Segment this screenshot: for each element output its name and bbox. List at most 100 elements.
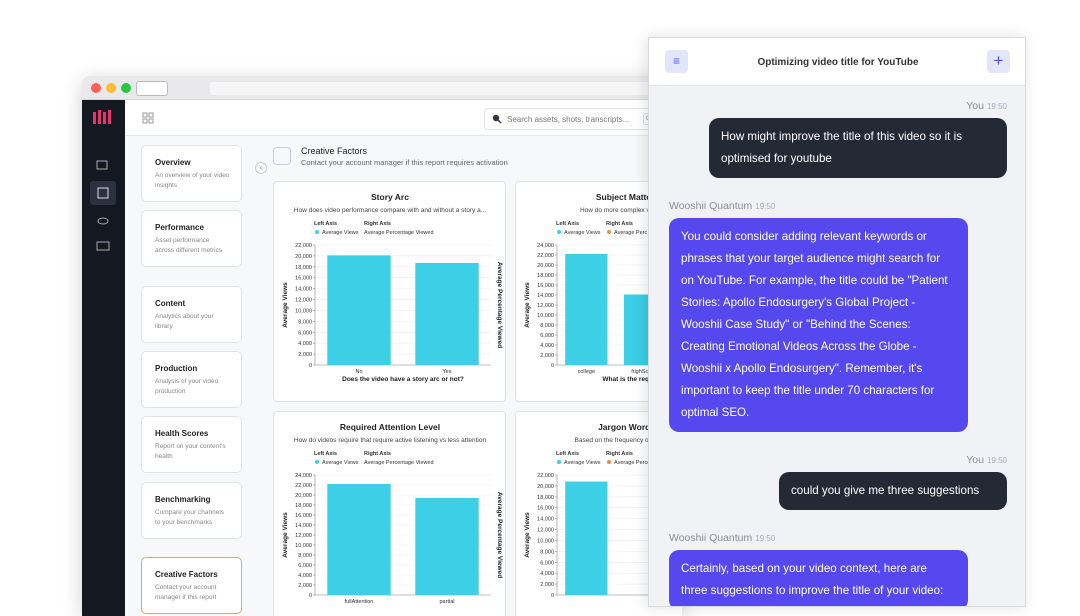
chart: Jargon Word Fre Based on the frequency of… [524,422,682,599]
legend-label: Average Perce [614,460,650,466]
x-tick-label: highSchool [631,369,658,375]
chat-panel: ≡ Optimizing video title for YouTube + Y… [648,37,1026,607]
sidebar-item[interactable]: Content Analytics about your library [141,286,242,343]
bar [415,498,479,595]
y-tick-label: 18,000 [537,273,554,279]
y-axis-label: Average Views [524,282,531,328]
y-tick-label: 14,000 [295,523,312,529]
sidebar-item-desc: Contact your account manager if this rep… [155,584,217,601]
y-tick-label: 0 [309,593,312,599]
bar [565,254,608,365]
bar [327,255,391,365]
y-tick-label: 8,000 [298,553,312,559]
chart-title: Subject Matter Co [596,192,668,202]
y-tick-label: 0 [309,363,312,369]
legend-left-axis: Left Axis [314,451,337,457]
y-tick-label: 2,000 [298,352,312,358]
chart-subtitle: How do more complex videos perfor [580,207,682,214]
y-axis-label: Average Views [524,512,531,558]
legend-right-axis: Right Axis [364,451,391,457]
sidebar-item[interactable]: Creative Factors Contact your account man… [141,557,242,614]
bar [415,263,479,365]
minimize-button[interactable] [106,83,116,93]
bar [327,484,391,595]
y-tick-label: 18,000 [537,495,554,501]
search-box[interactable]: Search assets, shots, transcripts... Cmd… [484,108,674,130]
x-tick-label: Yes [443,369,452,375]
address-bar[interactable] [210,82,670,95]
legend-swatch [557,460,561,464]
y-tick-label: 20,000 [537,263,554,269]
screen-icon[interactable] [96,241,110,251]
sidebar-item[interactable]: Production Analysis of your video product… [141,351,242,408]
sidebar-item-title: Overview [155,158,191,167]
chart: Subject Matter Co How do more complex vid… [524,192,682,383]
y-tick-label: 0 [551,593,554,599]
nav-arrows[interactable] [136,81,168,96]
sidebar-item-desc: An overview of your video insights [155,172,230,189]
menu-button[interactable]: ≡ [665,50,688,73]
sidebar-item[interactable]: Performance Asset performance across diff… [141,210,242,267]
new-chat-button[interactable]: + [987,50,1010,73]
y-tick-label: 6,000 [298,563,312,569]
assistant-message: You could consider adding relevant keywo… [669,218,968,432]
y-axis-label: Average Views [282,512,289,558]
y-axis-label: Average Views [282,282,289,328]
zoom-button[interactable] [121,83,131,93]
legend-label: Average Views [564,230,601,236]
sidebar-item[interactable]: Overview An overview of your video insigh… [141,145,242,202]
y-tick-label: 22,000 [295,243,312,249]
sidebar-item-desc: Asset performance across different metri… [155,237,223,254]
y-tick-label: 2,000 [298,583,312,589]
report-title: Creative Factors [301,146,368,156]
message-meta: Wooshii Quantum 19:50 [669,532,1007,544]
y-tick-label: 20,000 [537,484,554,490]
legend-left-axis: Left Axis [556,451,579,457]
y-tick-label: 0 [551,363,554,369]
y-tick-label: 18,000 [295,503,312,509]
timestamp: 19:50 [755,202,776,211]
title-bar [82,76,682,100]
legend-label: Average Percentage Viewed [364,230,434,236]
y-tick-label: 16,000 [537,506,554,512]
sidebar-item[interactable]: Health Scores Report on your content's he… [141,416,242,473]
y-tick-label: 10,000 [295,543,312,549]
y-tick-label: 20,000 [295,493,312,499]
user-message: How might improve the title of this vide… [709,118,1007,178]
report-icon [273,147,291,165]
y-tick-label: 8,000 [540,549,554,555]
y-tick-label: 6,000 [540,560,554,566]
legend-swatch [607,230,611,234]
sidebar-item[interactable]: Benchmarking Compare your channels to you… [141,482,242,539]
close-button[interactable] [91,83,101,93]
chart-subtitle: Based on the frequency of jargon words [575,437,682,444]
y-tick-label: 4,000 [298,573,312,579]
report-icon[interactable] [97,187,109,199]
x-axis-label: Does the video have a story arc or not? [342,376,464,383]
y-tick-label: 24,000 [295,473,312,479]
db-icon[interactable] [97,217,109,225]
collapse-button[interactable]: ‹ [255,162,267,174]
y-tick-label: 24,000 [537,243,554,249]
chart-card: Required Attention Level How do videos re… [273,411,506,616]
top-bar: Search assets, shots, transcripts... Cmd… [125,100,682,136]
grid-icon[interactable] [142,112,154,124]
chart-title: Story Arc [371,192,409,202]
active-icon-bg[interactable] [90,181,116,205]
video-icon[interactable] [96,160,108,170]
sidebar-item-title: Health Scores [155,429,209,438]
x-tick-label: college [578,369,595,375]
legend-right-axis: Right Axis [606,221,633,227]
chart-title: Required Attention Level [340,422,440,432]
y-tick-label: 8,000 [298,319,312,325]
y-tick-label: 4,000 [540,343,554,349]
y2-axis-label: Average Percentage Viewed [496,262,503,348]
y-tick-label: 12,000 [295,533,312,539]
legend-swatch [315,460,319,464]
chart: Story Arc How does video performance comp… [282,192,503,383]
legend-swatch [315,230,319,234]
timestamp: 19:50 [986,102,1007,111]
legend-label: Average Percentage Viewed [364,460,434,466]
y-tick-label: 22,000 [537,253,554,259]
sender: You [966,454,984,466]
